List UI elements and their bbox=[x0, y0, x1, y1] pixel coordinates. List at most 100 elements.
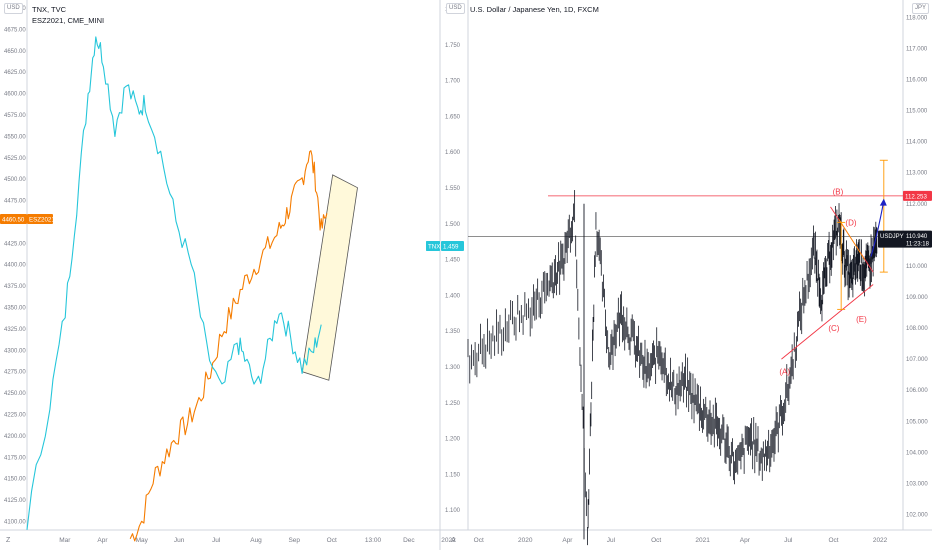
left-y-tick-label: 4475.00 bbox=[4, 199, 26, 205]
left-y-tick-label: 4200.00 bbox=[4, 434, 26, 440]
right-left-y-tick-label: 1.600 bbox=[445, 150, 461, 156]
right-y-tick-label: 117.000 bbox=[906, 46, 928, 52]
left-x-tick-label: Dec bbox=[403, 537, 415, 544]
right-left-y-tick-label: 1.450 bbox=[445, 258, 461, 264]
es-series-line bbox=[129, 150, 328, 542]
projection-arrow bbox=[870, 200, 885, 257]
left-y-tick-label: 4375.00 bbox=[4, 284, 26, 290]
usdjpy-bars bbox=[467, 190, 878, 546]
right-left-y-tick-label: 1.700 bbox=[445, 79, 461, 85]
left-y-tick-label: 4325.00 bbox=[4, 327, 26, 333]
right-y-tick-label: 112.000 bbox=[906, 202, 928, 208]
left-y-tick-label: 4575.00 bbox=[4, 113, 26, 119]
right-x-tick-label: Jul bbox=[607, 537, 616, 544]
projection-arrowhead bbox=[879, 198, 887, 206]
tnx-price-tag: 1.459 bbox=[443, 244, 459, 251]
right-x-tick-label: 2021 bbox=[695, 537, 710, 544]
right-y-tick-label: 118.000 bbox=[906, 15, 928, 21]
left-x-tick-label: Aug bbox=[250, 537, 262, 544]
right-y-tick-label: 108.000 bbox=[906, 326, 928, 332]
left-y-tick-label: 4100.00 bbox=[4, 519, 26, 525]
right-legend[interactable]: U.S. Dollar / Japanese Yen, 1D, FXCM bbox=[470, 5, 599, 14]
left-y-tick-label: 4150.00 bbox=[4, 477, 26, 483]
red-price-tag-bg bbox=[903, 190, 932, 201]
wave-label-d: (D) bbox=[845, 219, 856, 228]
tnx-series-line bbox=[26, 36, 322, 530]
right-currency-badge[interactable]: JPY bbox=[912, 3, 930, 14]
right-x-tick-label: Oct bbox=[828, 537, 838, 544]
right-y-tick-label: 106.000 bbox=[906, 388, 928, 394]
left-y-tick-label: 4525.00 bbox=[4, 156, 26, 162]
right-y-tick-label: 110.000 bbox=[906, 264, 928, 270]
right-left-y-tick-label: 1.750 bbox=[445, 43, 461, 49]
right-left-y-tick-label: 1.250 bbox=[445, 401, 461, 407]
es-symbol-tag: ESZ2021 bbox=[29, 217, 55, 224]
black-tag-price: 110.940 bbox=[906, 234, 928, 240]
left-y-tick-label: 4350.00 bbox=[4, 306, 26, 312]
right-left-y-tick-label: 1.300 bbox=[445, 365, 461, 371]
es-price-tag: 4460.50 bbox=[2, 217, 25, 224]
left-y-tick-label: 4675.00 bbox=[4, 27, 26, 33]
left-x-tick-label: May bbox=[136, 537, 149, 544]
right-y-tick-label: 107.000 bbox=[906, 357, 928, 363]
tnx-symbol-tag-2: TNX bbox=[428, 244, 440, 251]
left-legend: TNX, TVC ESZ2021, CME_MINI bbox=[32, 4, 104, 26]
wave-label-e: (E) bbox=[856, 315, 867, 324]
right-corner-label[interactable]: A bbox=[451, 537, 456, 544]
wave-label-b: (B) bbox=[833, 187, 844, 196]
left-x-tick-label: Apr bbox=[97, 537, 108, 544]
left-y-tick-label: 4425.00 bbox=[4, 241, 26, 247]
right-x-tick-label: Oct bbox=[474, 537, 484, 544]
left-x-tick-label: 13:00 bbox=[365, 537, 382, 544]
right-x-tick-label: Jul bbox=[784, 537, 793, 544]
right-x-tick-label: 2020 bbox=[518, 537, 533, 544]
right-left-badge[interactable]: USD bbox=[446, 3, 465, 14]
right-left-y-tick-label: 1.150 bbox=[445, 472, 461, 478]
left-y-tick-label: 4550.00 bbox=[4, 134, 26, 140]
left-x-tick-label: 2022 bbox=[441, 537, 456, 544]
red-price-tag: 112.253 bbox=[905, 193, 927, 200]
left-y-tick-label: 4500.00 bbox=[4, 177, 26, 183]
left-y-tick-label: 4250.00 bbox=[4, 391, 26, 397]
right-left-y-tick-label: 1.500 bbox=[445, 222, 461, 228]
left-x-tick-label: Jul bbox=[212, 537, 221, 544]
legend-es[interactable]: ESZ2021, CME_MINI bbox=[32, 16, 105, 25]
left-currency-badge[interactable]: USD bbox=[4, 3, 23, 14]
es-price-tag-bg bbox=[0, 214, 27, 224]
inner-trendline bbox=[838, 219, 865, 260]
right-y-tick-label: 114.000 bbox=[906, 140, 928, 146]
left-y-tick-label: 4600.00 bbox=[4, 92, 26, 98]
black-tag-symbol: USDJPY bbox=[880, 234, 904, 240]
right-y-tick-label: 102.000 bbox=[906, 512, 928, 518]
left-y-tick-label: 4275.00 bbox=[4, 370, 26, 376]
left-y-tick-label: 4125.00 bbox=[4, 498, 26, 504]
black-tag-bg bbox=[878, 230, 932, 248]
right-y-tick-label: 116.000 bbox=[906, 77, 928, 83]
right-y-tick-label: 104.000 bbox=[906, 450, 928, 456]
left-y-tick-label: 4400.00 bbox=[4, 263, 26, 269]
left-y-tick-label: 4175.00 bbox=[4, 455, 26, 461]
right-left-y-tick-label: 1.100 bbox=[445, 508, 461, 514]
wave-label-c: (C) bbox=[828, 324, 839, 333]
tnx-price-tag-bg bbox=[441, 241, 464, 251]
left-y-tick-label: 4625.00 bbox=[4, 70, 26, 76]
left-y-tick-label: 4650.00 bbox=[4, 49, 26, 55]
right-x-tick-label: Apr bbox=[562, 537, 573, 544]
left-x-tick-label: Jun bbox=[174, 537, 185, 544]
left-y-tick-label: 4300.00 bbox=[4, 348, 26, 354]
right-y-tick-label: 103.000 bbox=[906, 481, 928, 487]
wave-label-a: (A) bbox=[779, 368, 790, 377]
right-y-tick-label: 113.000 bbox=[906, 171, 928, 177]
right-left-y-tick-label: 1.350 bbox=[445, 329, 461, 335]
right-x-tick-label: Apr bbox=[740, 537, 751, 544]
es-symbol-tag-bg bbox=[27, 214, 53, 224]
support-trendline bbox=[781, 284, 874, 360]
left-corner-label[interactable]: Z bbox=[6, 537, 11, 544]
black-tag-time: 11:23:18 bbox=[906, 242, 930, 248]
right-left-y-tick-label: 1.200 bbox=[445, 437, 461, 443]
highlight-box bbox=[301, 174, 358, 381]
legend-tnx[interactable]: TNX, TVC bbox=[32, 5, 67, 14]
left-x-tick-label: Sep bbox=[288, 537, 300, 544]
